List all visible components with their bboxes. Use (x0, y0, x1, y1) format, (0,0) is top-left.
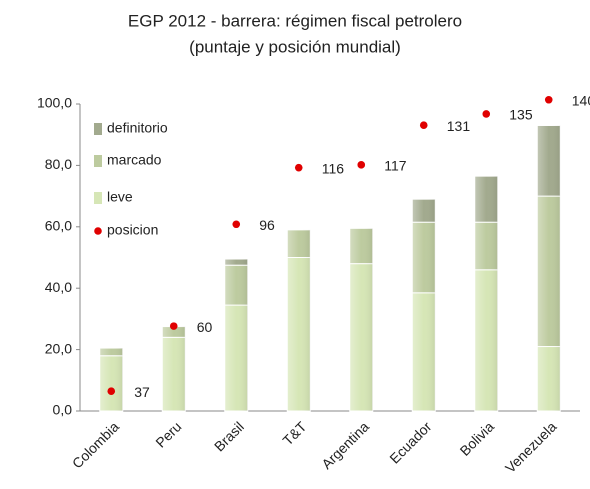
posicion-dot (482, 110, 491, 118)
x-tick-label: Argentina (318, 418, 372, 472)
posicion-dot (232, 220, 241, 229)
bar-shade (224, 265, 248, 306)
bar-shade (99, 355, 123, 411)
posicion-dot (294, 163, 303, 172)
data-label: 131 (447, 118, 471, 134)
data-label: 140 (572, 92, 590, 108)
legend-marker (94, 155, 102, 167)
y-tick-label: 60,0 (45, 218, 72, 234)
x-tick-label: Venezuela (502, 418, 560, 476)
x-tick-label: Bolivia (457, 418, 498, 459)
data-label: 96 (259, 217, 275, 233)
bar-shade (537, 196, 561, 347)
chart-subtitle: (puntaje y posición mundial) (189, 37, 401, 56)
data-label: 135 (509, 107, 533, 123)
y-tick-label: 40,0 (45, 279, 72, 295)
legend-label: posicion (107, 222, 158, 238)
data-label: 116 (322, 160, 345, 176)
legend-label: leve (107, 189, 133, 205)
y-tick-label: 20,0 (45, 340, 72, 356)
bar-shade (474, 269, 498, 411)
posicion-dot (419, 121, 428, 130)
bar-shade (474, 176, 498, 223)
bar-shade (224, 259, 248, 266)
y-tick-label: 100,0 (37, 95, 72, 111)
legend-label: definitorio (107, 120, 168, 136)
x-tick-label: Peru (152, 418, 184, 450)
bar-shade (412, 199, 436, 223)
chart-title: EGP 2012 - barrera: régimen fiscal petro… (128, 11, 462, 30)
bar-shade (474, 222, 498, 270)
bar-shade (412, 222, 436, 293)
bar-shade (162, 337, 186, 411)
x-tick-label: T&T (279, 418, 309, 448)
posicion-dot (107, 387, 116, 395)
bar-shade (287, 229, 311, 258)
legend-label: marcado (107, 152, 162, 168)
bar-shade (349, 228, 373, 264)
posicion-dot (544, 95, 553, 104)
data-label: 37 (134, 384, 150, 400)
legend-marker (94, 192, 102, 204)
posicion-dot (169, 322, 178, 330)
bar-shade (224, 305, 248, 411)
legend-marker (94, 123, 102, 135)
bar-shade (537, 346, 561, 411)
bar-shade (349, 263, 373, 411)
bar-shade (99, 348, 123, 356)
bar-shade (287, 257, 311, 411)
bar-shade (537, 125, 561, 197)
x-tick-label: Ecuador (386, 418, 434, 466)
bar-shade (412, 292, 436, 411)
posicion-dot (357, 161, 366, 169)
x-tick-label: Colombia (69, 418, 122, 471)
y-tick-label: 0,0 (53, 402, 73, 418)
y-tick-label: 80,0 (45, 156, 72, 172)
bar-shade (162, 326, 186, 338)
data-label: 117 (384, 158, 407, 174)
x-tick-label: Brasil (211, 418, 247, 454)
data-label: 60 (197, 319, 213, 335)
legend-marker (94, 227, 102, 235)
